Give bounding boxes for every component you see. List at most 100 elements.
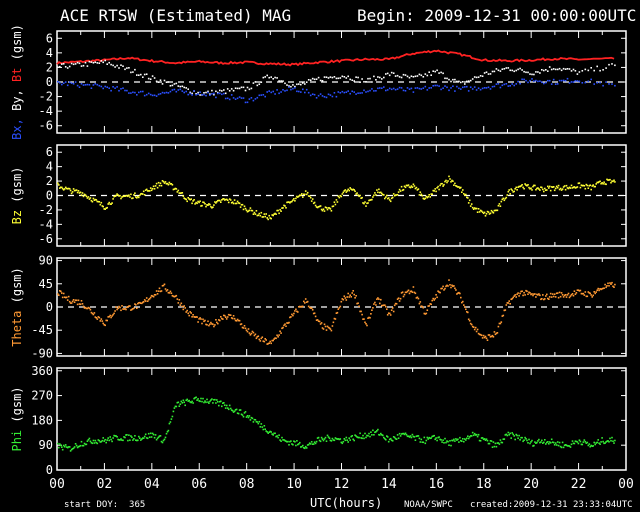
phi-point: [306, 444, 309, 446]
bz-point: [185, 198, 187, 201]
bz-point: [73, 189, 76, 192]
bx-point: [147, 92, 150, 95]
theta-point: [539, 294, 541, 297]
phi-point: [322, 439, 325, 442]
bz-point: [449, 178, 451, 180]
theta-point: [165, 290, 168, 292]
phi-point: [147, 432, 150, 435]
theta-point: [243, 325, 246, 327]
bx-point: [355, 93, 357, 95]
phi-point: [193, 397, 195, 400]
theta-point: [229, 314, 232, 316]
bx-point: [602, 84, 604, 87]
bz-point: [331, 205, 334, 208]
by-point: [497, 69, 500, 72]
bz-point: [166, 182, 169, 185]
phi-point: [349, 439, 351, 441]
theta-point: [465, 308, 467, 311]
phi-point: [542, 442, 544, 444]
bx-point: [240, 97, 243, 99]
theta-point: [271, 339, 273, 342]
phi-point: [607, 440, 609, 442]
bz-point: [516, 189, 518, 191]
theta-point: [250, 332, 253, 335]
theta-point: [61, 292, 63, 294]
phi-point: [268, 431, 270, 433]
bz-point: [606, 178, 608, 181]
theta-point: [438, 291, 440, 293]
theta-point: [459, 292, 461, 295]
bx-point: [284, 90, 286, 92]
phi-point: [202, 397, 204, 400]
bz-point: [255, 210, 258, 212]
bz-point: [68, 188, 71, 190]
theta-point: [182, 308, 185, 311]
bz-point: [162, 180, 165, 183]
bx-point: [523, 78, 525, 81]
phi-point: [96, 442, 99, 445]
bz-point: [541, 186, 543, 189]
phi-point: [554, 442, 557, 444]
theta-point: [247, 328, 250, 330]
by-point: [385, 73, 387, 75]
bx-point: [471, 88, 474, 90]
bz-point: [305, 193, 308, 196]
bz-point: [291, 200, 293, 203]
phi-point: [82, 444, 85, 447]
phi-point: [364, 432, 366, 435]
bx-point: [57, 80, 59, 83]
theta-point: [430, 303, 432, 306]
bz-point: [317, 206, 320, 208]
by-point: [70, 62, 73, 65]
by-point: [274, 76, 276, 79]
by-point: [535, 71, 537, 73]
phi-point: [211, 398, 213, 400]
bz-point: [190, 198, 192, 200]
bz-point: [555, 185, 558, 188]
bz-point: [399, 190, 402, 192]
phi-point: [396, 434, 399, 436]
by-point: [491, 70, 494, 73]
theta-point: [323, 323, 326, 326]
bx-point: [507, 85, 510, 87]
bx-point: [400, 87, 403, 89]
bz-point: [141, 192, 143, 195]
bz-point: [597, 181, 599, 184]
phi-point: [381, 434, 383, 436]
bz-point: [479, 209, 482, 212]
bz-point: [353, 189, 355, 191]
theta-point: [480, 334, 483, 337]
by-point: [207, 90, 209, 93]
phi-point: [383, 436, 385, 439]
bz-point: [519, 185, 521, 188]
bz-point: [311, 198, 314, 200]
phi-point: [119, 439, 121, 441]
bz-point: [554, 187, 557, 190]
theta-point: [599, 288, 601, 290]
y-tick-label: 4: [46, 160, 53, 174]
theta-point: [521, 290, 523, 292]
phi-point: [286, 441, 288, 443]
theta-point: [409, 290, 412, 293]
by-point: [392, 72, 395, 74]
phi-point: [465, 439, 467, 441]
bz-point: [102, 205, 104, 208]
bz-point: [406, 184, 409, 187]
theta-point: [262, 340, 265, 342]
phi-point: [593, 441, 595, 444]
by-point: [126, 67, 128, 69]
y-tick-label: 6: [46, 145, 53, 159]
y-tick-label: 2: [46, 60, 53, 74]
bz-point: [244, 207, 247, 210]
phi-point: [257, 422, 260, 425]
by-point: [333, 76, 336, 78]
theta-point: [418, 302, 421, 305]
theta-point: [198, 318, 200, 320]
theta-point: [180, 302, 183, 305]
phi-point: [190, 401, 192, 404]
bz-point: [508, 189, 510, 191]
theta-point: [410, 290, 413, 292]
phi-point: [546, 441, 548, 444]
bz-point: [119, 194, 121, 197]
by-point: [57, 66, 59, 68]
